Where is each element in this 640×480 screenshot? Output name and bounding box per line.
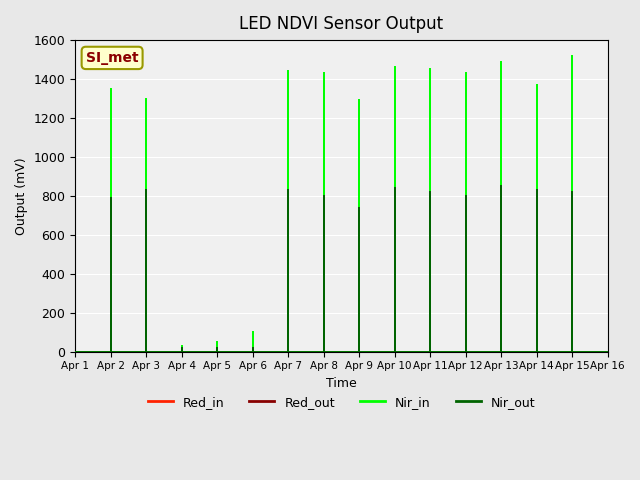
Text: SI_met: SI_met bbox=[86, 51, 138, 65]
Legend: Red_in, Red_out, Nir_in, Nir_out: Red_in, Red_out, Nir_in, Nir_out bbox=[143, 391, 540, 414]
X-axis label: Time: Time bbox=[326, 377, 356, 390]
Title: LED NDVI Sensor Output: LED NDVI Sensor Output bbox=[239, 15, 444, 33]
Y-axis label: Output (mV): Output (mV) bbox=[15, 157, 28, 235]
